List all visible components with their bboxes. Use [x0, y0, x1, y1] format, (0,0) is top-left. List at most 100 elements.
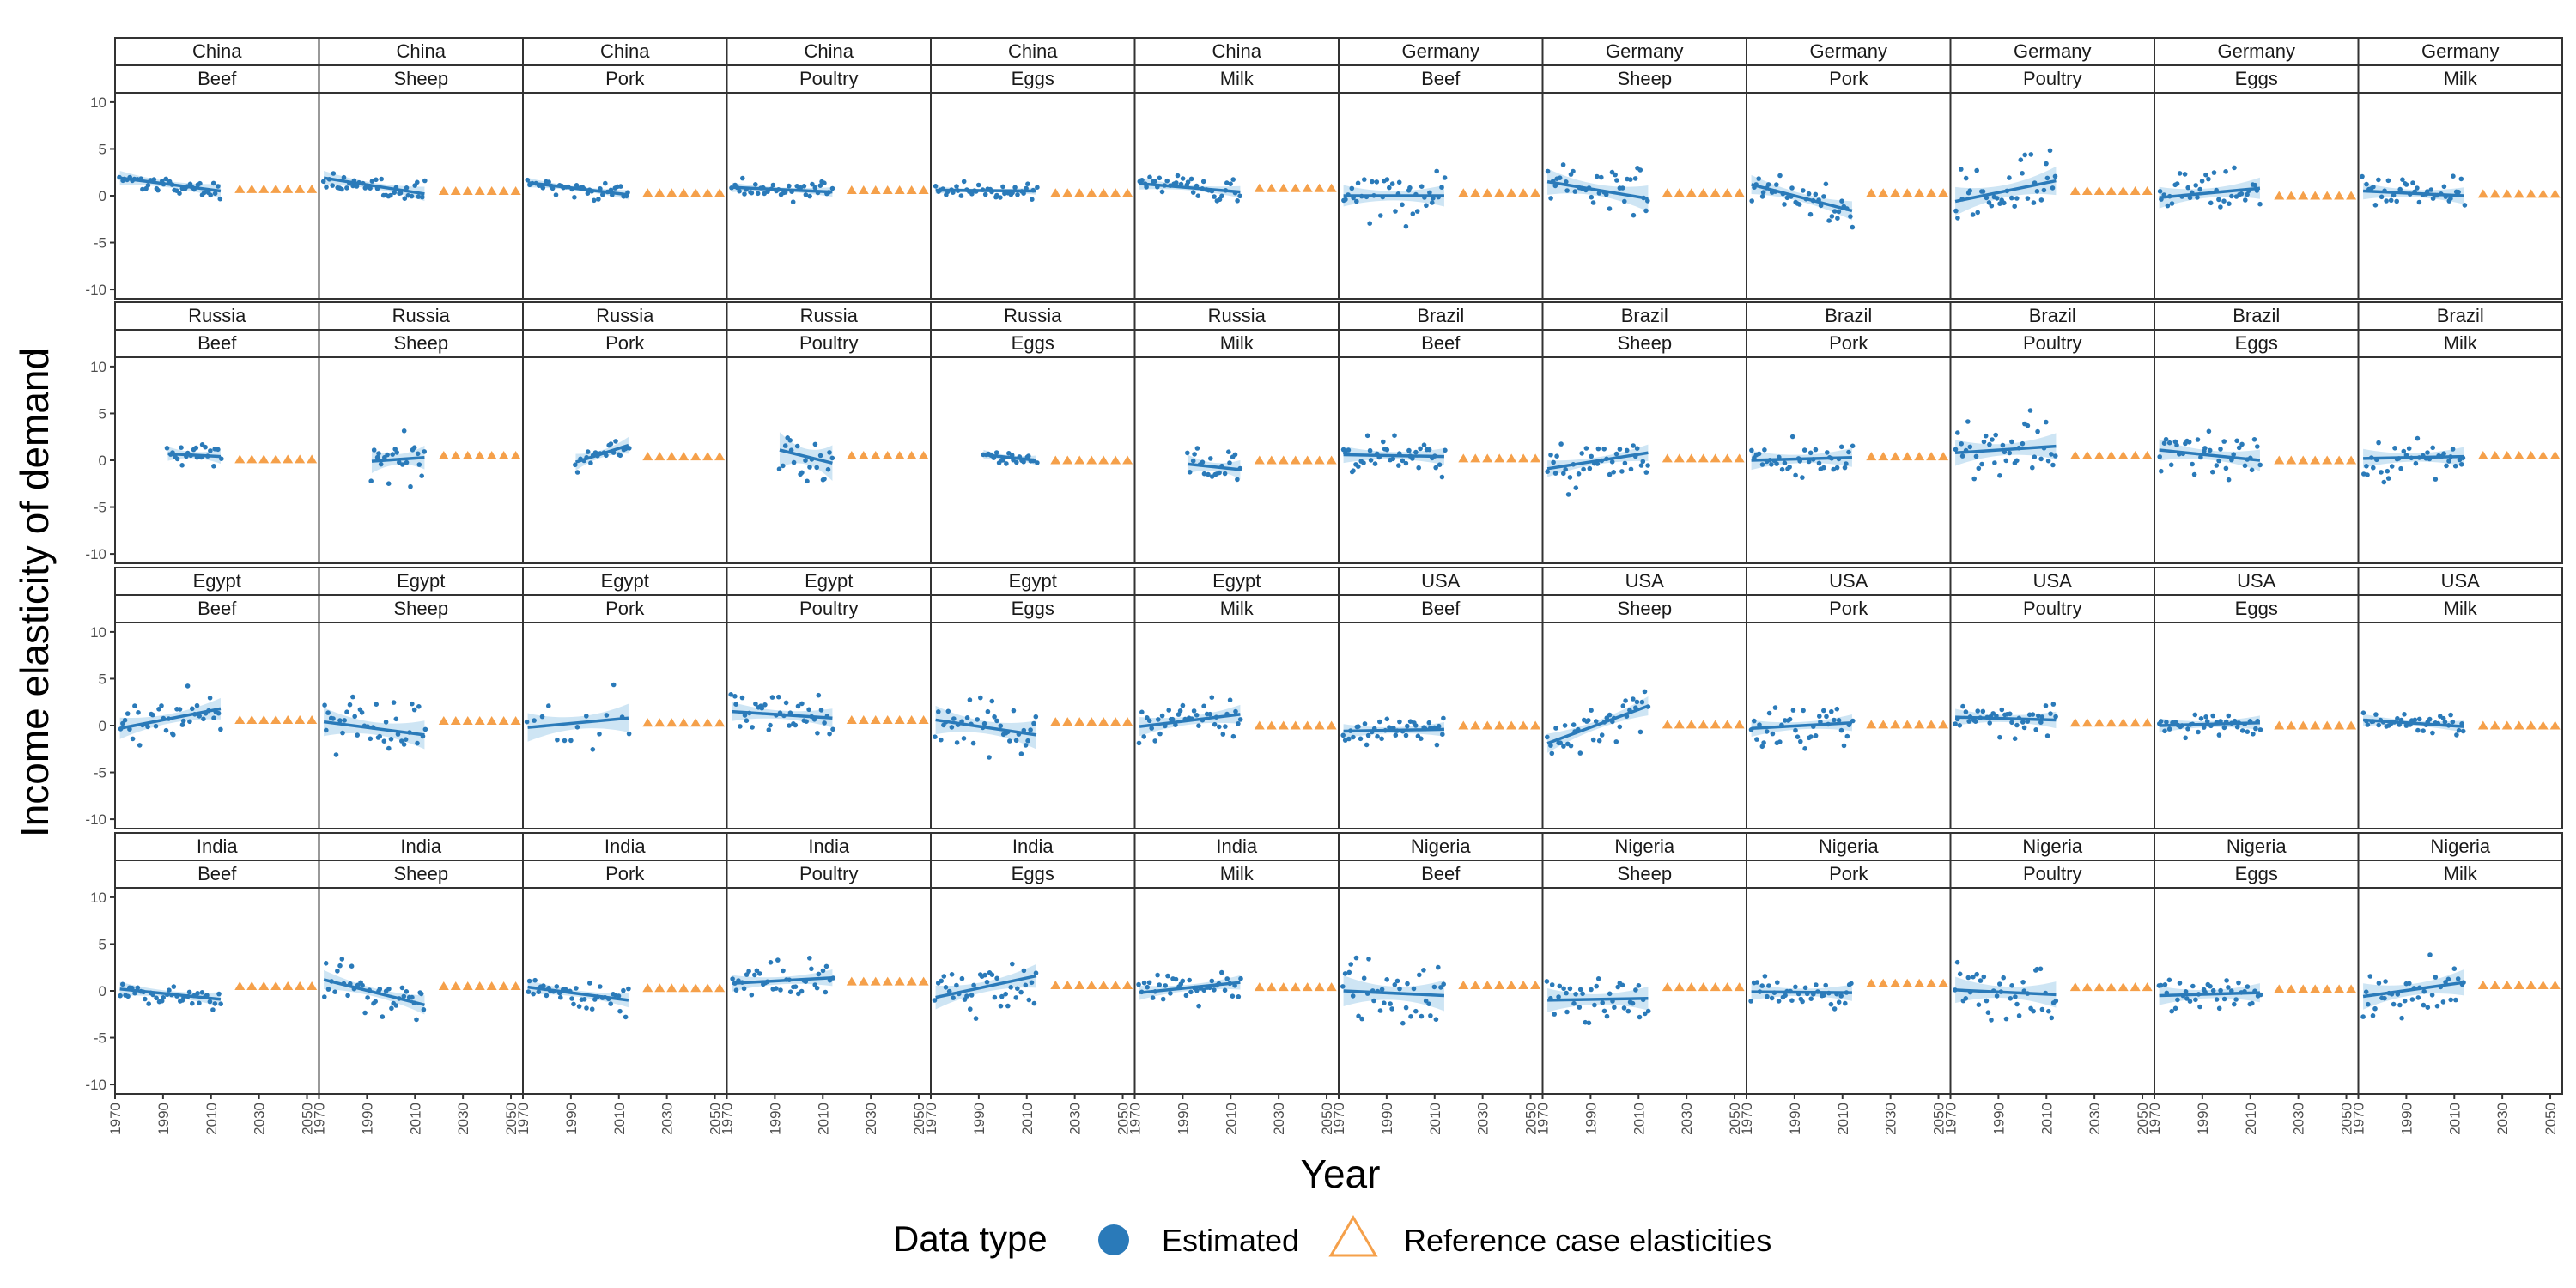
trend-line	[1954, 444, 2057, 455]
estimated-point	[742, 191, 747, 197]
estimated-point	[216, 710, 222, 716]
strip-country-label: Germany	[1810, 40, 1887, 62]
reference-point	[1050, 188, 1061, 197]
reference-point	[2501, 980, 2512, 989]
estimated-point	[1015, 192, 1020, 197]
reference-point	[2549, 980, 2561, 989]
trend-line	[1546, 179, 1649, 200]
estimated-point	[1164, 178, 1170, 184]
estimated-point	[161, 995, 166, 1000]
reference-point	[846, 976, 857, 986]
x-tick-label: 2010	[407, 1103, 423, 1135]
estimated-point	[1774, 461, 1779, 466]
estimated-point	[1146, 718, 1152, 724]
estimated-point	[2425, 450, 2430, 455]
reference-point	[882, 976, 893, 986]
estimated-point	[1227, 697, 1233, 702]
estimated-point	[1384, 716, 1390, 722]
trend-line	[983, 453, 1037, 462]
estimated-point	[1160, 996, 1166, 1002]
reference-point	[270, 184, 282, 193]
estimated-point	[118, 993, 123, 999]
estimated-point	[546, 703, 551, 708]
reference-point	[1518, 188, 1529, 197]
estimated-point	[933, 184, 939, 189]
strip-product-label: Milk	[1220, 332, 1255, 354]
estimated-point	[739, 695, 745, 701]
x-tick-label: 1990	[1379, 1103, 1395, 1135]
estimated-point	[1392, 982, 1398, 987]
x-tick-label: 2010	[2243, 1103, 2259, 1135]
strip-country	[1949, 301, 2155, 331]
estimated-point	[2245, 191, 2250, 197]
estimated-point	[1825, 450, 1830, 455]
reference-point	[1314, 455, 1325, 465]
estimated-point	[1372, 461, 1378, 466]
estimated-point	[2234, 438, 2239, 444]
estimated-point	[1174, 180, 1179, 185]
estimated-point	[143, 996, 148, 1002]
estimated-point	[589, 1006, 595, 1012]
reference-point	[2322, 720, 2333, 730]
reference-point	[2322, 984, 2333, 993]
estimated-point	[2454, 732, 2459, 738]
estimated-point	[2166, 726, 2172, 732]
estimated-point	[2020, 171, 2025, 176]
estimated-point	[738, 724, 743, 729]
estimated-point	[1390, 456, 1396, 462]
reference-point	[1494, 453, 1505, 463]
estimated-point	[1407, 185, 1413, 191]
strip-country-label: China	[600, 40, 650, 62]
reference-point	[1314, 982, 1325, 992]
reference-point	[498, 451, 509, 460]
trend-line	[935, 974, 1037, 999]
estimated-point	[1953, 721, 1958, 726]
estimated-point	[2415, 435, 2421, 441]
estimated-point	[742, 713, 748, 718]
estimated-point	[2022, 152, 2027, 158]
estimated-point	[2193, 997, 2198, 1003]
estimated-point	[2434, 1003, 2440, 1009]
estimated-point	[2250, 1000, 2255, 1006]
estimated-point	[1808, 996, 1814, 1001]
estimated-point	[418, 991, 424, 997]
estimated-point	[626, 731, 632, 737]
estimated-point	[177, 191, 182, 196]
estimated-point	[939, 978, 944, 984]
y-tick-label: -10	[85, 546, 106, 562]
estimated-point	[1157, 175, 1163, 181]
reference-point	[1062, 980, 1073, 989]
estimated-point	[1180, 978, 1186, 984]
estimated-point	[830, 726, 835, 732]
estimated-point	[822, 180, 827, 185]
estimated-point	[1594, 983, 1599, 989]
estimated-point	[2201, 725, 2207, 730]
x-tick-label: 2050	[1931, 1103, 1947, 1135]
reference-point	[283, 184, 294, 193]
estimated-point	[2365, 472, 2370, 477]
estimated-point	[1613, 451, 1619, 457]
estimated-point	[781, 463, 786, 469]
estimated-point	[1212, 721, 1218, 727]
estimated-point	[2172, 720, 2178, 725]
reference-point	[1866, 188, 1877, 197]
estimated-point	[1426, 447, 1432, 453]
estimated-point	[1378, 213, 1383, 218]
estimated-point	[2397, 1002, 2403, 1008]
trend-line	[371, 455, 425, 463]
strip-product	[1746, 594, 1952, 623]
estimated-point	[1759, 194, 1765, 199]
estimated-point	[1752, 718, 1757, 724]
estimated-point	[728, 692, 733, 697]
trend-line	[527, 180, 629, 197]
reference-point	[1662, 982, 1673, 992]
estimated-point	[964, 715, 970, 720]
strip-country-label: USA	[1829, 570, 1868, 592]
x-tick-label: 1990	[1175, 1103, 1191, 1135]
estimated-point	[1012, 185, 1018, 191]
estimated-point	[2174, 442, 2179, 448]
estimated-point	[2456, 727, 2462, 733]
estimated-point	[354, 184, 360, 189]
estimated-point	[1593, 719, 1599, 724]
estimated-point	[368, 478, 374, 483]
